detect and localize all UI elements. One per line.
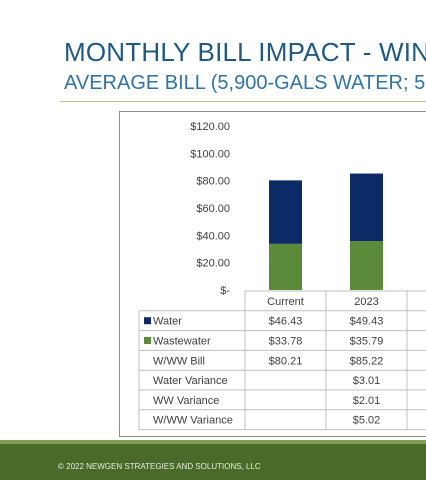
- table-row-label: Wastewater: [153, 336, 211, 348]
- y-tick-label: $20.00: [196, 258, 230, 270]
- table-cell-value: $3.01: [353, 375, 381, 387]
- y-tick-label: $40.00: [196, 230, 230, 242]
- y-tick-label: $80.00: [196, 176, 230, 188]
- x-category-label: 2023: [354, 296, 378, 308]
- legend-marker: [144, 317, 151, 325]
- bar-wastewater-current: [269, 243, 302, 290]
- table-cell-value: $5.02: [353, 415, 381, 427]
- table-row-label: Water: [153, 316, 182, 328]
- bar-water-2023: [350, 173, 383, 242]
- table-cell-value: $80.21: [269, 355, 303, 367]
- table-cell-value: $33.78: [269, 336, 303, 348]
- table-cell-value: $35.79: [350, 336, 384, 348]
- bill-impact-chart: $120.00 $100.00 $80.00 $60.00 $40.00 $20.00 $-…: [138, 121, 426, 431]
- chart-frame: $120.00 $100.00 $80.00 $60.00 $40.00 $20.00 $-…: [119, 111, 426, 437]
- table-cell-value: $2.01: [353, 395, 381, 407]
- table-cell-value: $49.43: [350, 316, 384, 328]
- slide-subtitle: AVERAGE BILL (5,900-GALS WATER; 5: [64, 72, 426, 94]
- y-tick-label: $100.00: [190, 148, 230, 160]
- y-tick-label: $60.00: [196, 203, 230, 215]
- y-tick-label: $-: [220, 285, 230, 297]
- table-row-label: Water Variance: [153, 375, 228, 387]
- footer-stripe: [0, 440, 426, 444]
- footer-bar: [0, 444, 426, 480]
- table-cell-value: $46.43: [269, 316, 303, 328]
- y-tick-label: $120.00: [190, 121, 230, 133]
- footer-copyright: © 2022 NEWGEN STRATEGIES AND SOLUTIONS, …: [58, 462, 261, 471]
- x-category-label: Current: [267, 296, 304, 308]
- table-cell-value: $85.22: [350, 355, 384, 367]
- table-row-label: W/WW Variance: [153, 415, 233, 427]
- bar-wastewater-2023: [350, 241, 383, 290]
- table-row-label: W/WW Bill: [153, 355, 205, 367]
- legend-marker: [144, 337, 151, 344]
- table-row-label: WW Variance: [153, 395, 219, 407]
- slide-title: MONTHLY BILL IMPACT - WINT: [64, 37, 426, 67]
- bar-water-current: [269, 180, 302, 244]
- title-divider: [60, 101, 426, 102]
